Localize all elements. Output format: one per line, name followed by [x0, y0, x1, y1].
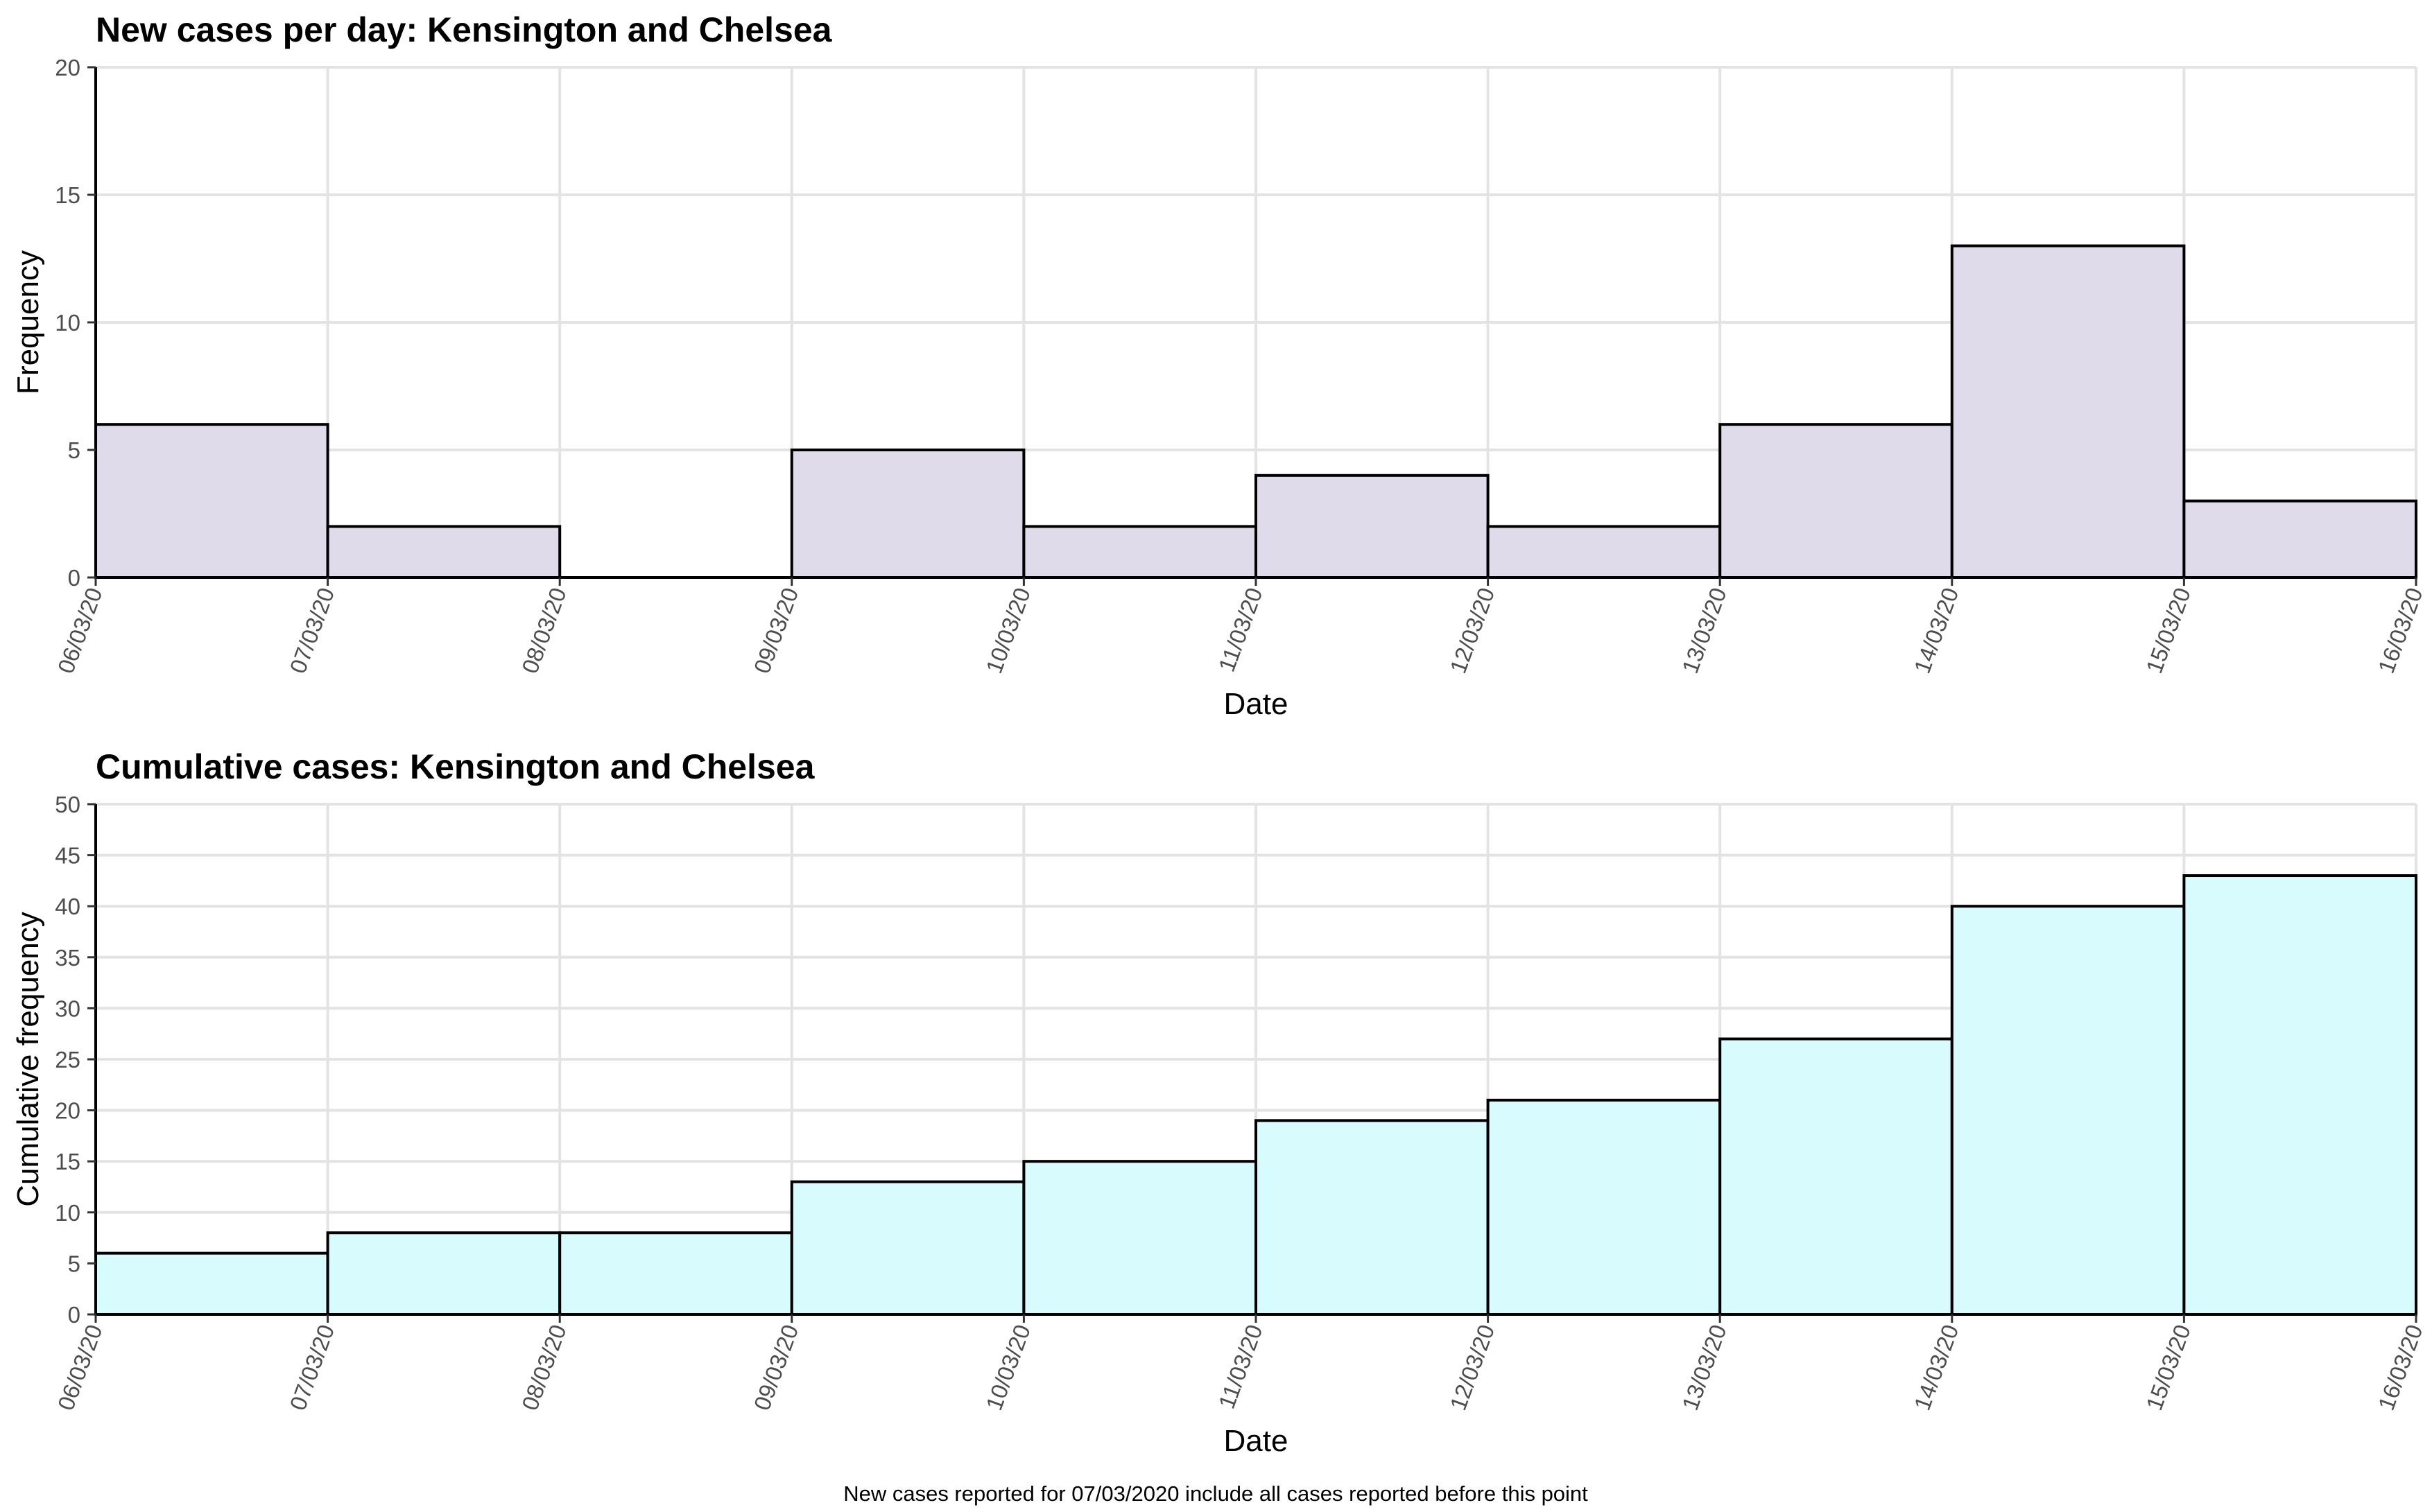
histogram-bar	[326, 1231, 562, 1316]
y-tick-label: 40	[55, 894, 80, 919]
histogram-bar	[326, 525, 562, 580]
histogram-bar	[2182, 874, 2417, 1317]
y-tick-label: 10	[55, 310, 80, 336]
x-tick-label: 10/03/20	[981, 1321, 1035, 1414]
y-tick-label: 50	[55, 792, 80, 817]
histogram-bar	[94, 1251, 329, 1317]
x-axis-label: Date	[1224, 1424, 1288, 1458]
histogram-bar	[790, 1180, 1026, 1317]
histogram-bar	[1022, 525, 1258, 580]
y-tick-label: 35	[55, 945, 80, 971]
histogram-bar	[1950, 905, 2186, 1316]
x-tick-label: 12/03/20	[1444, 584, 1499, 677]
x-tick-label: 07/03/20	[284, 584, 339, 677]
histogram-bar	[2182, 499, 2417, 579]
y-tick-label: 0	[68, 565, 80, 591]
x-axis-label: Date	[1224, 687, 1288, 721]
y-axis-label: Cumulative frequency	[11, 912, 45, 1207]
x-tick-label: 13/03/20	[1677, 1321, 1732, 1414]
x-tick-label: 09/03/20	[749, 584, 804, 677]
x-tick-label: 15/03/20	[2141, 584, 2196, 677]
x-tick-label: 12/03/20	[1444, 1321, 1499, 1414]
histogram-bar	[1950, 244, 2186, 579]
x-tick-label: 07/03/20	[284, 1321, 339, 1414]
x-tick-label: 15/03/20	[2141, 1321, 2196, 1414]
x-tick-label: 13/03/20	[1677, 584, 1732, 677]
y-tick-label: 0	[68, 1302, 80, 1328]
x-tick-label: 11/03/20	[1214, 1321, 1268, 1412]
x-tick-label: 06/03/20	[53, 584, 107, 677]
x-tick-label: 09/03/20	[749, 1321, 804, 1414]
y-tick-label: 5	[68, 437, 80, 463]
histogram-bar	[1254, 473, 1490, 579]
y-tick-label: 15	[55, 1149, 80, 1174]
y-tick-label: 20	[55, 1098, 80, 1124]
cumulative-cases-chart: 0 5 10 15 20 25 30 35 40 45 50 06/03/20 07/03/20 08/0…	[11, 747, 2428, 1458]
x-tick-label: 08/03/20	[517, 584, 571, 677]
histogram-bar	[1486, 1098, 1722, 1316]
x-tick-label: 11/03/20	[1214, 584, 1268, 675]
y-tick-label: 25	[55, 1047, 80, 1072]
x-tick-label: 06/03/20	[53, 1321, 107, 1414]
histogram-bar	[1022, 1160, 1258, 1316]
x-tick-label: 10/03/20	[981, 584, 1035, 677]
x-tick-label: 16/03/20	[2373, 584, 2428, 677]
footnote: New cases reported for 07/03/2020 includ…	[843, 1481, 1588, 1506]
x-tick-label: 16/03/20	[2373, 1321, 2428, 1414]
histogram-bar	[1718, 1037, 1954, 1317]
x-tick-label: 14/03/20	[1909, 584, 1964, 677]
histogram-bar	[1486, 525, 1722, 580]
histogram-bar	[790, 449, 1026, 579]
x-tick-label: 14/03/20	[1909, 1321, 1964, 1414]
y-tick-label: 20	[55, 55, 80, 80]
histogram-bar	[94, 423, 329, 580]
chart-title: Cumulative cases: Kensington and Chelsea	[96, 747, 816, 786]
y-tick-label: 30	[55, 996, 80, 1021]
y-axis-label: Frequency	[11, 250, 45, 394]
histogram-bar	[1254, 1119, 1490, 1316]
histogram-bar	[1718, 423, 1954, 580]
new-cases-chart: 0 5 10 15 20 06/03/20 07/03/20 08/03/20 09/03/20…	[11, 10, 2428, 721]
y-tick-label: 5	[68, 1251, 80, 1276]
x-tick-label: 08/03/20	[517, 1321, 571, 1414]
y-tick-label: 45	[55, 843, 80, 869]
y-tick-label: 10	[55, 1200, 80, 1226]
chart-title: New cases per day: Kensington and Chelse…	[96, 10, 833, 49]
histogram-bar	[558, 1231, 793, 1316]
y-tick-label: 15	[55, 182, 80, 208]
